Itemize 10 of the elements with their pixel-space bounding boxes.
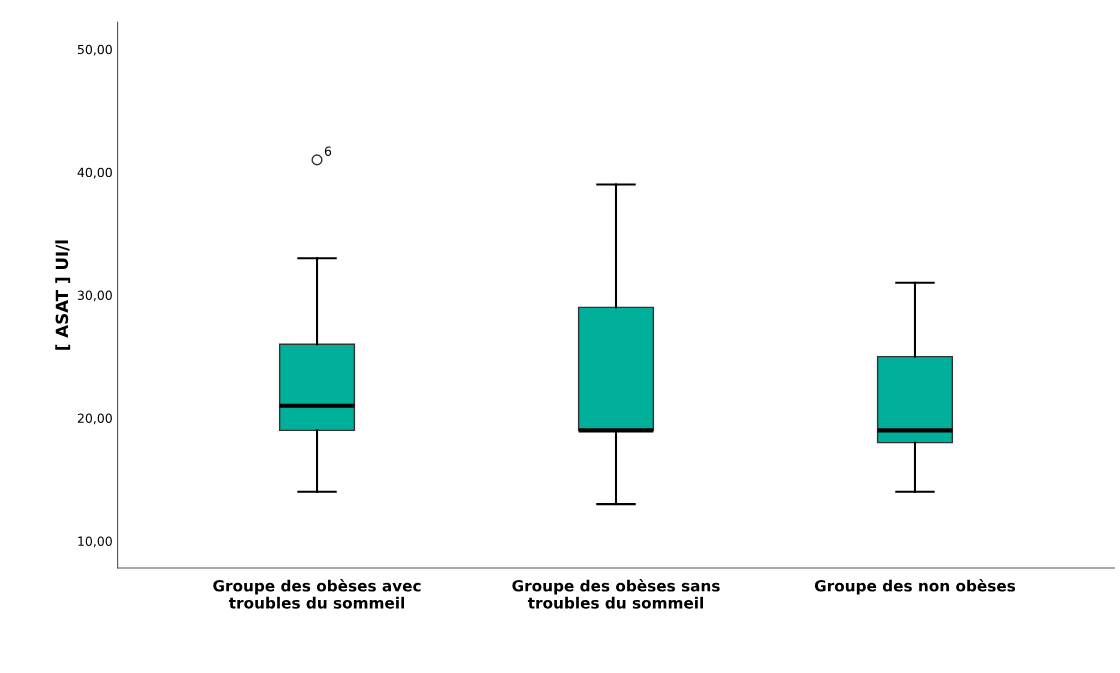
y-tick-label: 50,00 [77,44,112,56]
x-tick-label: Groupe des obèses sans troubles du sommeil [512,579,720,609]
y-axis-title: [ ASAT ] UI/l [55,240,71,350]
y-tick-label: 10,00 [78,536,112,548]
y-tick-label: 40,00 [77,167,112,179]
x-tick-label: Groupe des non obèses [814,579,1016,595]
x-tick-label: Groupe des obèses avec troubles du sommeil [213,579,421,609]
annotation: 6 [324,146,332,156]
y-tick-label: 30,00 [77,290,112,302]
y-tick-label: 20,00 [77,413,112,425]
